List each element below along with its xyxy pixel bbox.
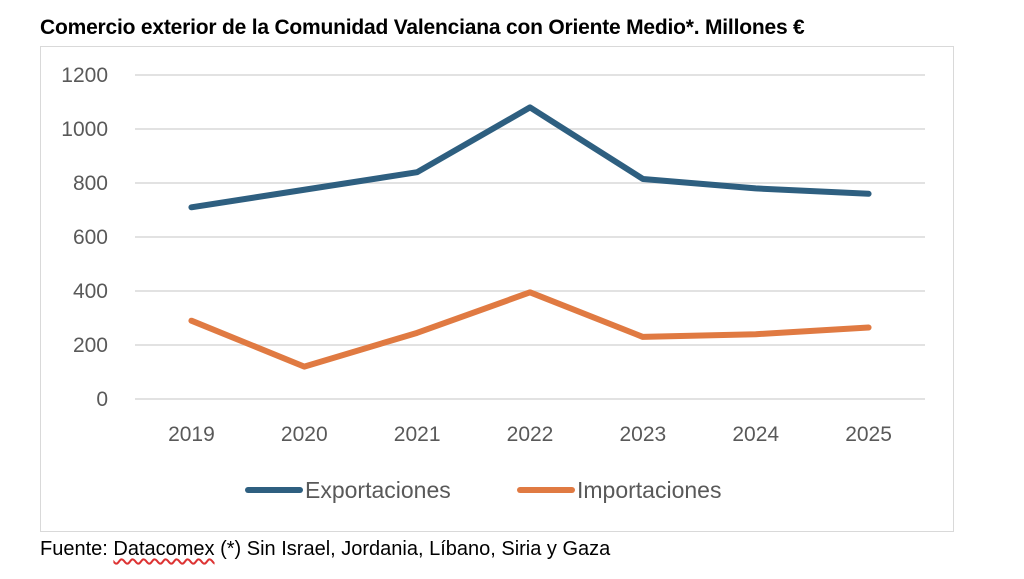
chart-title: Comercio exterior de la Comunidad Valenc… (40, 16, 805, 39)
x-tick-label: 2024 (732, 423, 779, 446)
source-note: (*) Sin Israel, Jordania, Líbano, Siria … (214, 538, 611, 560)
series-line-exportaciones (188, 104, 872, 211)
legend-label: Exportaciones (305, 477, 451, 503)
x-tick-label: 2023 (619, 423, 666, 446)
source-link[interactable]: Datacomex (113, 538, 215, 560)
x-tick-label: 2020 (281, 423, 328, 446)
y-tick-label: 1200 (61, 64, 108, 87)
y-tick-label: 200 (73, 334, 108, 357)
x-tick-label: 2022 (507, 423, 554, 446)
x-tick-label: 2025 (845, 423, 892, 446)
series-line-importaciones (188, 289, 872, 370)
chart-frame (40, 46, 954, 532)
x-tick-label: 2019 (168, 423, 215, 446)
x-tick-label: 2021 (394, 423, 441, 446)
y-tick-label: 1000 (61, 118, 108, 141)
y-tick-label: 400 (73, 280, 108, 303)
legend-label: Importaciones (577, 477, 721, 503)
source-prefix: Fuente: (40, 538, 114, 560)
source-footer: Fuente: Datacomex (*) Sin Israel, Jordan… (40, 538, 610, 561)
y-tick-label: 600 (73, 226, 108, 249)
y-tick-label: 0 (96, 388, 108, 411)
y-tick-label: 800 (73, 172, 108, 195)
